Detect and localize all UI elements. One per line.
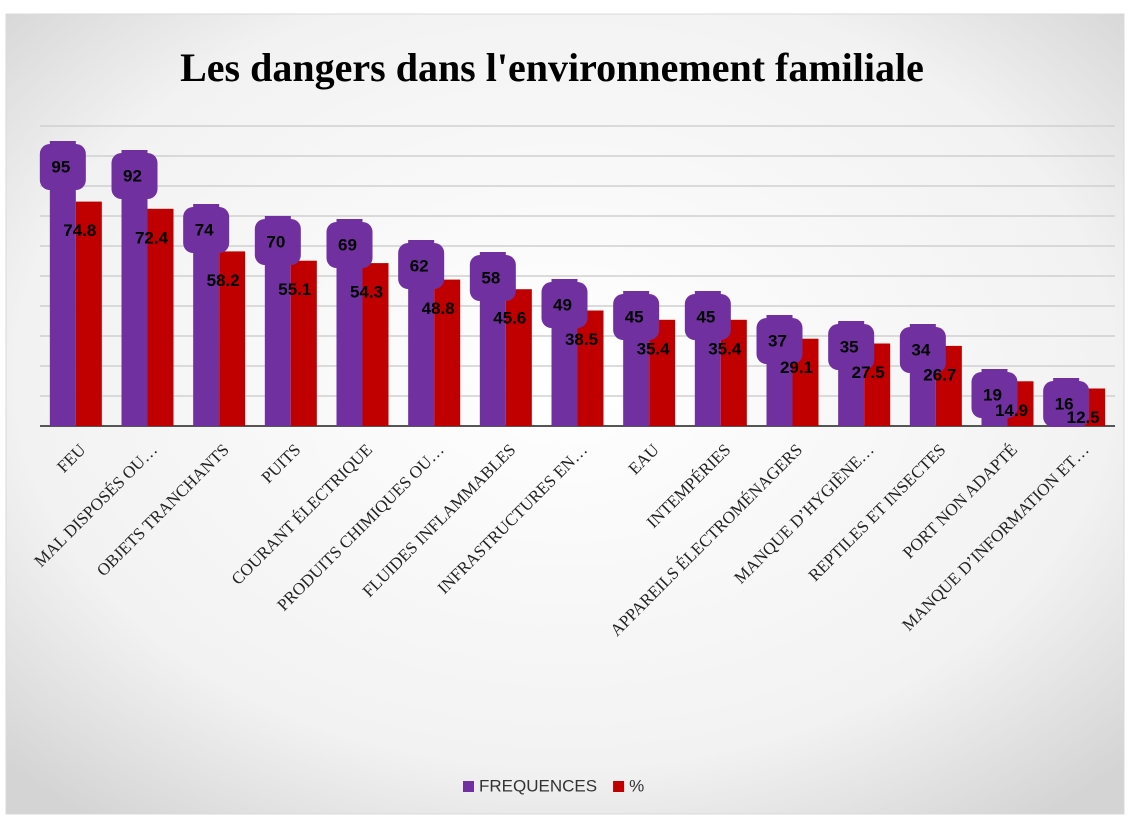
data-label: 55.1 xyxy=(278,280,311,299)
data-label-badge xyxy=(1043,381,1090,427)
data-label-badge xyxy=(971,372,1018,418)
data-label: 37 xyxy=(768,331,787,350)
data-label: 34 xyxy=(911,340,930,359)
data-label: 48.8 xyxy=(422,299,455,318)
data-label: 35.4 xyxy=(637,339,671,358)
data-label-badge xyxy=(39,144,86,190)
data-label: 12.5 xyxy=(1067,408,1100,427)
data-label: 16 xyxy=(1055,394,1074,413)
data-label: 45 xyxy=(696,307,715,326)
data-label: 35.4 xyxy=(708,339,742,358)
data-label-badge xyxy=(183,207,230,253)
bar xyxy=(434,279,461,426)
data-label: 45 xyxy=(625,307,644,326)
data-label-badge xyxy=(541,282,588,328)
bar xyxy=(577,310,604,426)
data-label-badge xyxy=(756,318,803,364)
data-label: 14.9 xyxy=(995,401,1028,420)
legend-swatch xyxy=(613,781,625,792)
data-label: 95 xyxy=(51,157,70,176)
data-label: 27.5 xyxy=(852,363,885,382)
data-label: 92 xyxy=(123,166,142,185)
bar xyxy=(362,263,389,426)
bar xyxy=(75,201,102,426)
bar xyxy=(147,208,174,426)
data-label: 74.8 xyxy=(63,221,96,240)
data-label: 26.7 xyxy=(923,365,956,384)
data-label: 62 xyxy=(410,256,429,275)
data-label-badge xyxy=(684,294,731,340)
bar xyxy=(219,251,246,426)
bar xyxy=(290,260,317,426)
data-label: 58.2 xyxy=(207,271,240,290)
data-label: 49 xyxy=(553,295,572,314)
legend-swatch xyxy=(463,781,474,792)
chart-title: Les dangers dans l'environnement familia… xyxy=(180,45,924,90)
data-label-badge xyxy=(899,327,946,373)
data-label: 35 xyxy=(840,337,859,356)
legend: FREQUENCES% xyxy=(463,776,644,795)
legend-label: FREQUENCES xyxy=(479,776,597,795)
data-label: 74 xyxy=(195,220,214,239)
data-label: 72.4 xyxy=(135,228,169,247)
data-label: 69 xyxy=(338,235,357,254)
data-label-badge xyxy=(613,294,660,340)
data-label-badge xyxy=(469,255,516,301)
data-label: 38.5 xyxy=(565,330,598,349)
bar xyxy=(505,289,532,426)
data-label-badge xyxy=(111,153,158,199)
data-label: 54.3 xyxy=(350,283,383,302)
data-label: 70 xyxy=(266,232,285,251)
data-label-badge xyxy=(326,222,373,268)
legend-label: % xyxy=(629,776,644,795)
data-label-badge xyxy=(398,243,445,289)
data-label-badge xyxy=(254,219,301,265)
data-label-badge xyxy=(828,324,875,370)
data-label: 45.6 xyxy=(493,309,526,328)
data-label: 29.1 xyxy=(780,358,813,377)
data-label: 19 xyxy=(983,385,1002,404)
data-label: 58 xyxy=(481,268,500,287)
